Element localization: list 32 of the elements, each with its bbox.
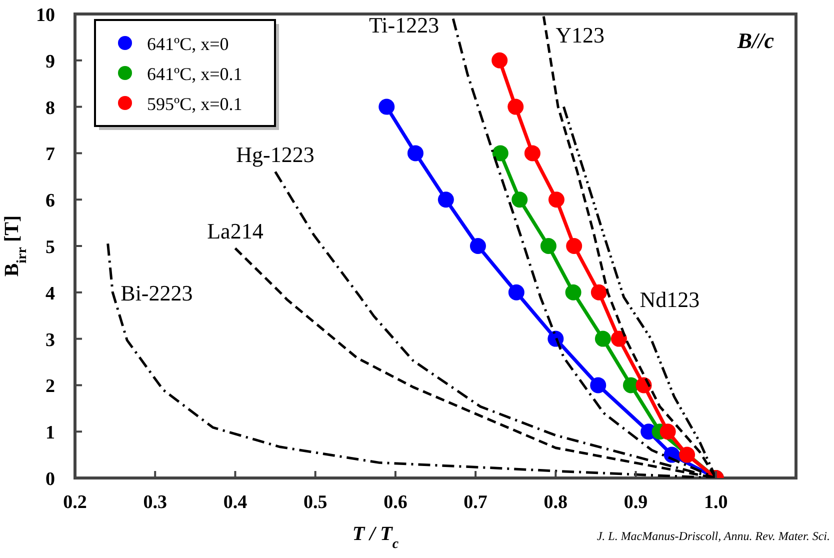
series-label: Ti-1223 [369,12,440,38]
series-label: Nd123 [640,287,700,312]
y-tick-label: 4 [46,283,56,304]
x-tick-label: 1.0 [704,492,728,513]
y-tick-label: 7 [46,144,56,166]
x-tick-label: 0.5 [303,492,328,513]
y-tick-label: 3 [46,330,55,351]
annotation: B//c [736,28,774,53]
legend-label: 595ºC, x=0.1 [147,94,242,114]
legend-label: 641ºC, x=0.1 [147,64,242,84]
legend-label: 641ºC, x=0 [147,34,229,54]
x-tick-label: 0.3 [143,492,167,513]
x-tick-label: 0.6 [384,492,408,513]
y-tick-label: 5 [46,237,55,258]
x-axis-title: T / T$_{c}$ [352,523,400,552]
series-label: Hg-1223 [236,142,314,167]
x-tick-label: 0.8 [544,492,568,513]
x-tick-label: 0.9 [624,492,648,513]
y-tick-label: 9 [46,51,55,72]
y-tick-label: 0 [46,469,55,490]
y-tick-label: 8 [46,98,55,119]
x-tick-label: 0.7 [464,492,488,513]
y-tick-label: 2 [46,376,55,398]
y-tick-label: 6 [46,190,55,212]
series-label: Y123 [556,22,605,48]
text: J. L. MacManus-Driscoll, Annu. Rev. Mater. Sci. [596,529,830,543]
series-label: La214 [207,218,264,244]
x-tick-label: 0.2 [63,492,87,513]
series-label: Bi-2223 [120,280,193,306]
x-tick-label: 0.4 [223,492,248,513]
y-tick-label: 10 [36,5,55,26]
y-tick-label: 1 [46,422,55,444]
